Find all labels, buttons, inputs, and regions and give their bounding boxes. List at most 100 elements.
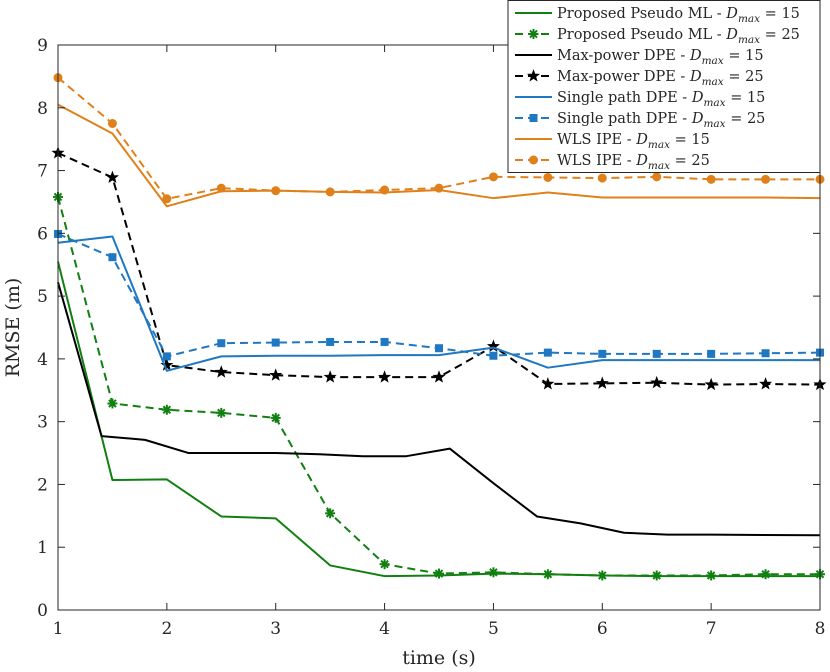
data-point (216, 183, 226, 193)
data-point (706, 174, 716, 184)
data-point (706, 570, 717, 581)
data-point (759, 377, 773, 390)
x-tick-label: 6 (597, 619, 608, 639)
data-point (761, 174, 771, 184)
legend-label-4: Single path DPE - Dmax = 15 (557, 90, 765, 109)
legend-label-6: WLS IPE - Dmax = 15 (557, 132, 710, 151)
data-point (326, 337, 335, 346)
data-point (488, 567, 499, 578)
data-point (432, 370, 446, 383)
data-point (597, 173, 607, 183)
series-5 (54, 229, 824, 361)
data-point (489, 351, 498, 360)
y-axis-label: RMSE (m) (2, 278, 24, 378)
x-tick-label: 4 (379, 619, 390, 639)
y-tick-label: 0 (37, 601, 48, 621)
data-point (107, 118, 117, 128)
legend: Proposed Pseudo ML - Dmax = 15 Proposed P… (507, 0, 821, 173)
series-line-7 (57, 76, 820, 200)
x-tick-label: 8 (815, 619, 826, 639)
x-tick-label: 5 (488, 619, 499, 639)
data-point (162, 194, 172, 204)
data-point (105, 170, 119, 184)
series-4 (57, 235, 820, 372)
data-point (108, 253, 117, 262)
legend-label-7: WLS IPE - Dmax = 25 (557, 153, 710, 172)
data-point (651, 570, 662, 581)
data-point (160, 358, 174, 371)
series-0 (57, 261, 820, 578)
data-point (650, 375, 664, 389)
data-point (217, 339, 226, 348)
data-point (379, 559, 390, 570)
legend-marker-7 (529, 155, 538, 165)
data-point (269, 368, 283, 381)
x-tick-label: 2 (161, 619, 172, 639)
y-tick-label: 1 (37, 538, 48, 558)
plot-area (51, 73, 827, 581)
data-point (543, 348, 552, 357)
data-point (541, 377, 555, 390)
data-point (325, 187, 335, 197)
data-point (486, 339, 500, 352)
series-line-1 (57, 196, 820, 577)
y-tick-label: 6 (37, 224, 48, 244)
data-point (380, 185, 390, 195)
data-point (161, 404, 172, 415)
x-tick-label: 3 (270, 619, 281, 639)
y-tick-label: 9 (37, 36, 48, 56)
data-point (270, 412, 281, 423)
data-point (707, 349, 716, 358)
data-point (761, 349, 770, 358)
series-line-5 (57, 233, 821, 358)
x-tick-label: 7 (706, 619, 717, 639)
legend-marker-1 (528, 29, 539, 39)
data-point (598, 349, 607, 358)
data-point (434, 568, 444, 579)
legend-label-0: Proposed Pseudo ML - Dmax = 15 (557, 6, 800, 25)
y-tick-label: 3 (37, 413, 48, 433)
data-point (652, 172, 662, 182)
y-tick-label: 2 (37, 475, 48, 495)
data-point (378, 370, 392, 383)
series-line-0 (57, 261, 820, 578)
series-7 (53, 73, 825, 204)
data-point (214, 365, 228, 378)
data-point (380, 337, 389, 346)
data-point (543, 172, 553, 182)
data-point (162, 352, 171, 361)
data-point (760, 569, 771, 580)
data-point (704, 377, 718, 391)
data-point (597, 570, 608, 581)
data-point (488, 172, 498, 182)
legend-label-1: Proposed Pseudo ML - Dmax = 25 (557, 27, 800, 46)
y-tick-label: 5 (37, 287, 48, 307)
series-line-4 (57, 235, 820, 372)
series-line-2 (57, 282, 821, 537)
y-tick-label: 4 (37, 350, 48, 370)
data-point (542, 569, 553, 580)
x-axis-label: time (s) (402, 647, 476, 669)
y-tick-label: 8 (37, 99, 48, 119)
data-point (107, 398, 118, 409)
x-tick-label: 1 (53, 619, 64, 639)
data-point (652, 349, 661, 358)
legend-box (507, 0, 821, 173)
axes-box (57, 44, 821, 611)
legend-marker-3 (526, 69, 541, 82)
legend-label-2: Max-power DPE - Dmax = 15 (557, 48, 764, 67)
legend-marker-5 (529, 114, 538, 122)
series-3 (51, 146, 827, 391)
data-point (435, 344, 443, 353)
data-point (216, 407, 227, 418)
y-tick-label: 7 (37, 162, 48, 182)
data-point (271, 338, 280, 347)
series-2 (57, 282, 821, 537)
data-point (325, 508, 336, 519)
data-point (434, 183, 444, 193)
data-point (323, 370, 337, 383)
legend-label-3: Max-power DPE - Dmax = 25 (557, 69, 764, 88)
data-point (595, 376, 609, 389)
